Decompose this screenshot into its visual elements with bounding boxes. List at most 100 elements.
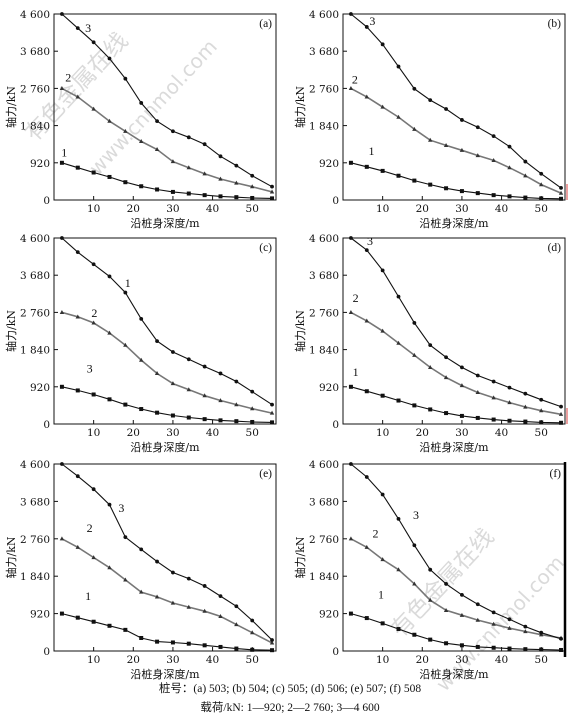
data-point — [348, 384, 353, 389]
data-point — [155, 639, 160, 644]
curve-label: 1 — [125, 276, 131, 290]
data-point — [91, 170, 96, 175]
data-point — [364, 544, 369, 549]
x-tick-label: 50 — [535, 427, 548, 439]
data-point — [170, 600, 176, 605]
data-point — [364, 25, 369, 29]
series-2: 2 — [59, 71, 275, 194]
data-point — [170, 159, 176, 164]
y-tick-label: 4 600 — [309, 9, 339, 21]
x-axis-title: 沿桩身深度/m — [419, 440, 489, 454]
data-point — [559, 647, 564, 652]
series-line — [350, 613, 562, 651]
data-point — [539, 408, 544, 413]
curve-label: 1 — [61, 145, 67, 159]
panel-letter: (a) — [259, 18, 272, 30]
data-point — [539, 196, 544, 201]
data-point — [491, 134, 496, 139]
curve-label: 2 — [352, 73, 358, 87]
y-tick-label: 1 840 — [20, 571, 50, 583]
series-line — [350, 538, 562, 639]
data-point — [171, 350, 175, 354]
data-point — [491, 395, 496, 400]
data-point — [107, 623, 112, 628]
data-point — [234, 379, 239, 384]
data-point — [444, 186, 449, 191]
data-point — [234, 180, 239, 185]
series-line — [61, 463, 273, 641]
plot-frame — [53, 13, 277, 201]
series-3: 3 — [349, 462, 563, 641]
data-point — [270, 420, 275, 425]
data-point — [170, 381, 176, 386]
data-point — [539, 630, 544, 635]
data-point — [250, 406, 255, 411]
y-tick-label: 920 — [30, 382, 50, 394]
data-point — [380, 621, 385, 626]
data-point — [107, 397, 112, 402]
series-line — [350, 386, 562, 424]
data-point — [558, 411, 564, 416]
x-tick-label: 50 — [246, 203, 259, 215]
series-3: 3 — [59, 362, 275, 425]
data-point — [539, 647, 544, 652]
caption-load-levels: 载荷/kN: 1—920; 2—2 760; 3—4 600 — [200, 701, 379, 714]
x-tick-label: 40 — [495, 427, 508, 439]
data-point — [218, 418, 223, 423]
y-tick-label: 3 680 — [20, 46, 50, 58]
data-point — [139, 184, 144, 189]
data-point — [91, 555, 96, 560]
y-tick-label: 0 — [332, 646, 339, 658]
data-point — [396, 516, 401, 521]
x-tick-label: 40 — [495, 654, 508, 666]
data-point — [475, 191, 480, 196]
data-point — [75, 314, 80, 319]
data-point — [475, 617, 480, 622]
data-point — [364, 616, 369, 621]
data-point — [123, 535, 128, 540]
data-point — [270, 638, 274, 642]
data-point — [523, 195, 528, 200]
x-axis-title: 沿桩身深度/m — [130, 667, 200, 681]
data-point — [269, 189, 275, 194]
data-point — [139, 547, 144, 552]
x-axis-title: 沿桩身深度/m — [130, 216, 200, 230]
series-3: 3 — [60, 462, 274, 642]
data-point — [75, 250, 80, 255]
data-point — [412, 543, 417, 548]
data-point — [523, 629, 528, 634]
data-point — [234, 402, 239, 407]
data-point — [539, 420, 544, 425]
data-point — [559, 196, 564, 201]
data-point — [475, 415, 480, 420]
x-tick-label: 50 — [246, 654, 259, 666]
panel-letter: (b) — [548, 18, 562, 30]
data-point — [202, 643, 207, 648]
data-point — [186, 191, 191, 196]
y-tick-label: 4 600 — [20, 233, 50, 245]
data-point — [349, 462, 353, 466]
data-point — [170, 640, 175, 645]
y-tick-label: 920 — [319, 382, 339, 394]
data-point — [491, 157, 496, 162]
data-point — [123, 627, 128, 632]
data-point — [348, 310, 354, 314]
data-point — [234, 622, 239, 627]
data-point — [539, 182, 544, 187]
data-point — [491, 610, 496, 615]
panel-d: 0 920 1 840 2 760 3 680 4 600 10 20 30 40 50 沿桩身深度/… — [293, 233, 568, 454]
data-point — [348, 611, 353, 616]
data-point — [234, 163, 239, 168]
data-point — [428, 182, 433, 187]
data-point — [348, 86, 354, 90]
series-line — [61, 237, 273, 406]
x-tick-label: 40 — [495, 203, 508, 215]
plot-frame — [53, 463, 277, 652]
series-line — [350, 237, 562, 408]
series-2: 2 — [59, 521, 275, 645]
data-point — [349, 12, 353, 16]
series-2: 2 — [348, 291, 564, 416]
data-point — [75, 544, 80, 549]
data-point — [218, 644, 223, 649]
data-point — [523, 404, 528, 409]
